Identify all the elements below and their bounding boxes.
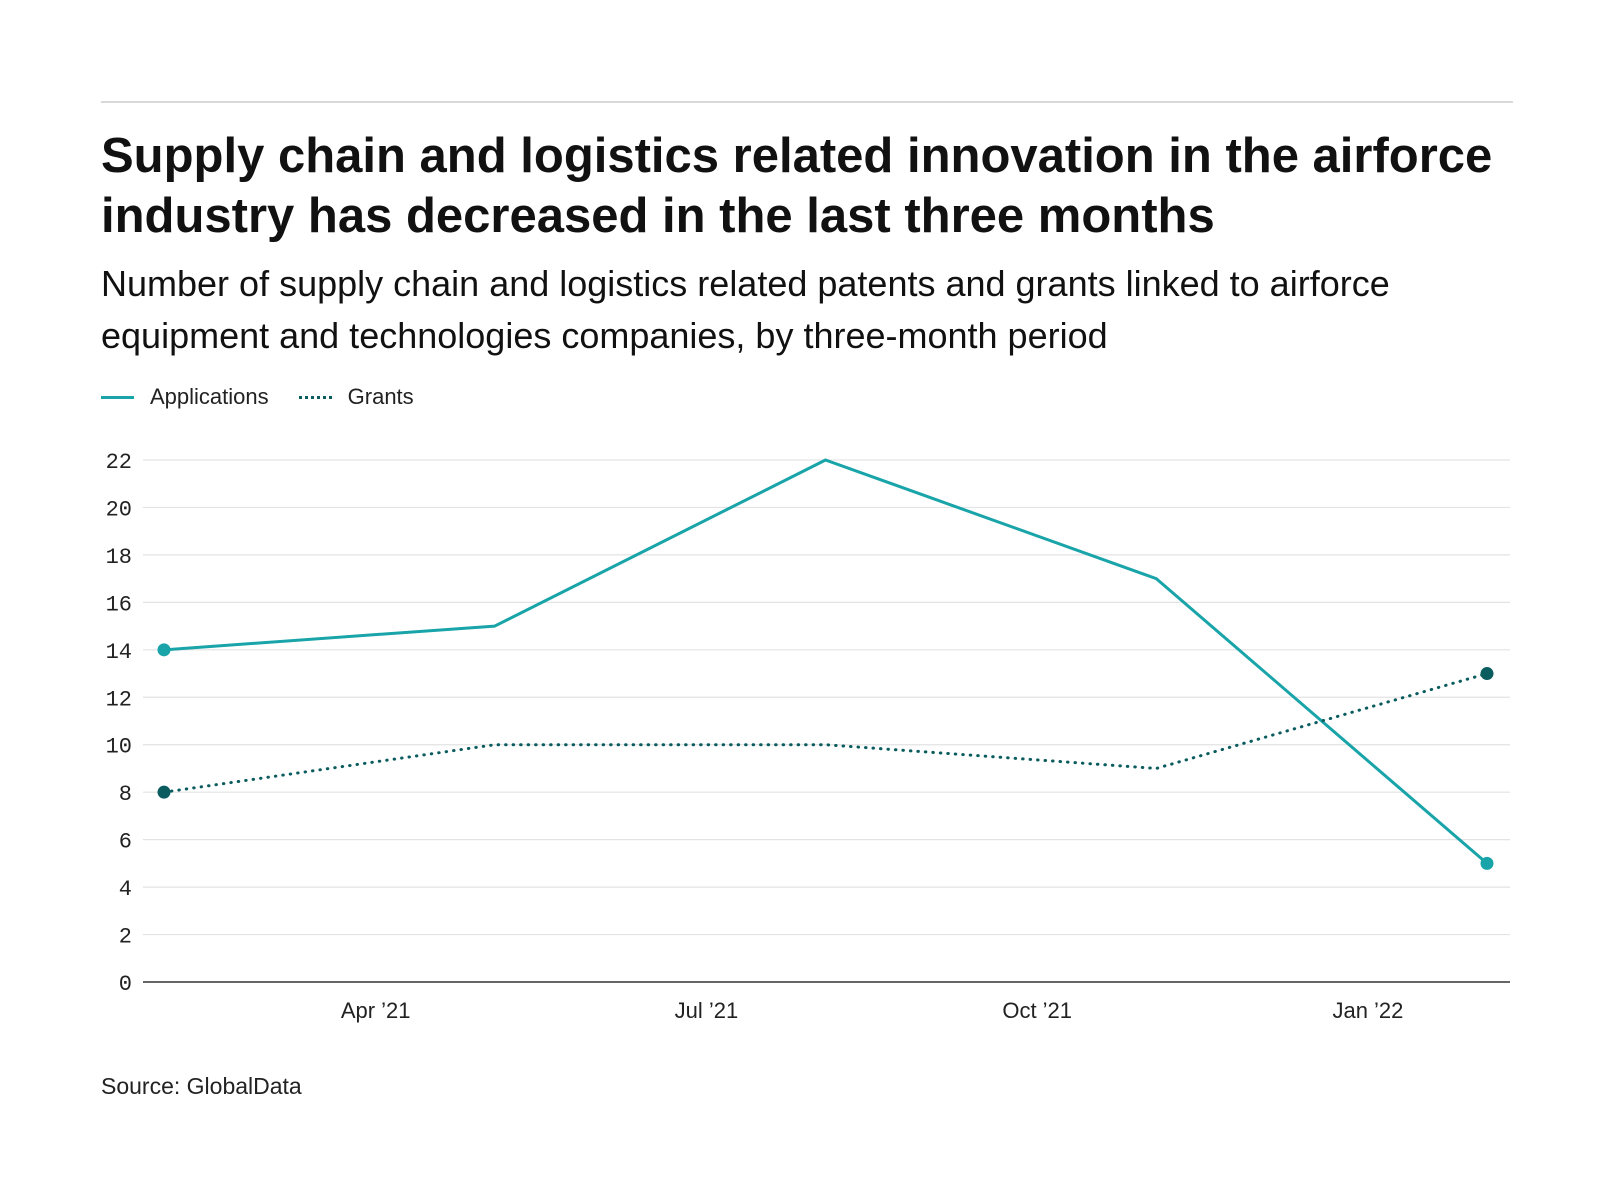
chart-title: Supply chain and logistics related innov… [101,129,1493,243]
legend-item-applications: Applications [101,384,269,410]
line-chart: 0 2 4 6 8 10 12 14 16 18 20 22 Apr ’21 Jul ’21 Oct ’2… [106,450,1510,1023]
x-tick-label: Apr ’21 [341,998,411,1023]
y-tick-label: 12 [106,687,132,712]
chart-subtitle: Number of supply chain and logistics rel… [101,263,1390,356]
x-tick-label: Oct ’21 [1002,998,1072,1023]
y-tick-label: 22 [106,450,132,475]
x-tick-label: Jul ’21 [675,998,739,1023]
data-point-grants [1480,667,1494,681]
legend-item-grants: Grants [298,384,414,410]
end-markers [157,643,1494,870]
y-tick-label: 2 [119,925,132,950]
x-tick-label: Jan ’22 [1332,998,1403,1023]
legend-label-applications: Applications [150,384,269,409]
legend: Applications Grants [101,382,444,412]
y-axis-ticks: 0 2 4 6 8 10 12 14 16 18 20 22 [106,450,132,997]
gridlines [143,459,1510,983]
top-divider [101,101,1513,103]
y-tick-label: 14 [106,640,132,665]
series-line-grants [162,672,1489,794]
x-axis-ticks: Apr ’21 Jul ’21 Oct ’21 Jan ’22 [341,998,1404,1023]
y-tick-label: 4 [119,877,132,902]
source-note: Source: GlobalData [101,1073,302,1099]
y-tick-label: 0 [119,972,132,997]
y-tick-label: 6 [119,830,132,855]
y-tick-label: 10 [106,735,132,760]
series [162,458,1489,865]
y-tick-label: 20 [106,497,132,522]
data-point-grants [157,785,171,799]
y-tick-label: 18 [106,545,132,570]
legend-label-grants: Grants [347,384,414,409]
data-point-applications [1480,856,1494,870]
data-point-applications [157,643,171,657]
legend-swatch-grants [298,395,332,399]
legend-swatch-applications [101,395,134,399]
y-tick-label: 8 [119,782,132,807]
series-line-applications [162,458,1489,865]
y-tick-label: 16 [106,592,132,617]
